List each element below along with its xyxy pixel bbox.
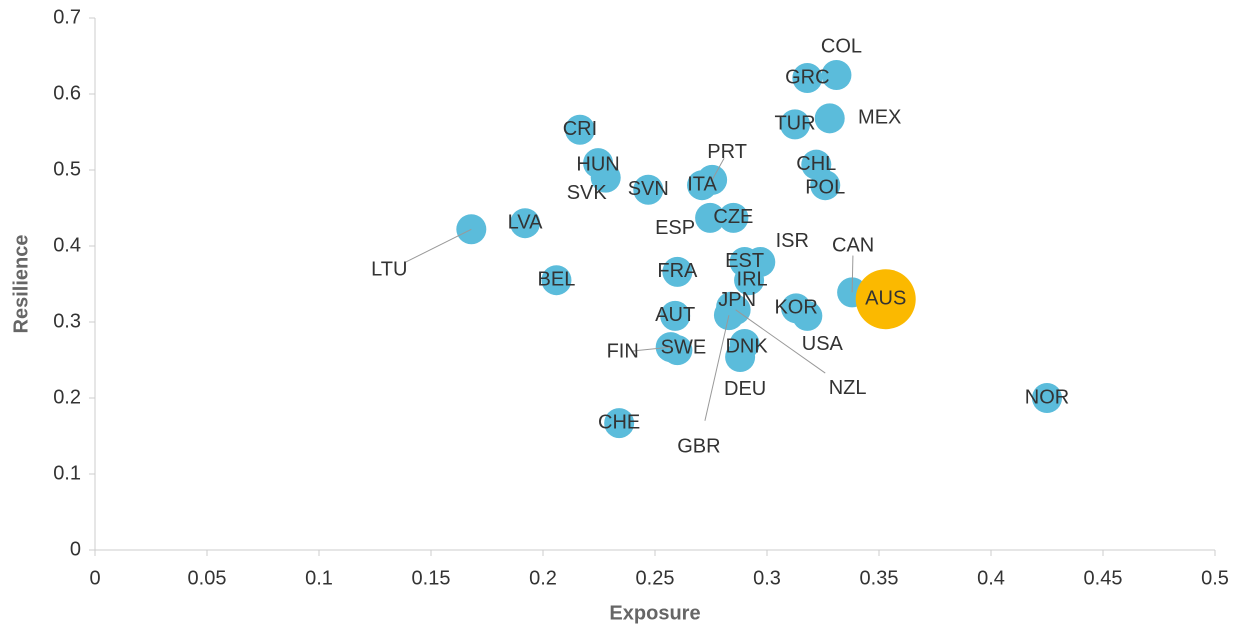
point-label: CHE xyxy=(598,411,640,433)
y-tick-label: 0.7 xyxy=(53,6,81,28)
point-label: FRA xyxy=(657,260,698,282)
point-label: EST xyxy=(725,250,764,272)
point xyxy=(695,202,726,233)
point-label: KOR xyxy=(774,297,817,319)
y-tick-label: 0.3 xyxy=(53,310,81,332)
point-label: LVA xyxy=(508,211,543,233)
point xyxy=(718,202,749,233)
point-label: DNK xyxy=(725,335,768,357)
point-label: POL xyxy=(805,176,845,198)
point-label: AUT xyxy=(655,304,695,326)
point-label: PRT xyxy=(707,141,747,163)
point-label: SVN xyxy=(628,178,669,200)
y-tick-label: 0 xyxy=(70,538,81,560)
point xyxy=(590,162,621,193)
point xyxy=(510,208,541,239)
y-tick-label: 0.5 xyxy=(53,158,81,180)
leader-line xyxy=(405,228,472,263)
x-tick-label: 0.45 xyxy=(1084,567,1123,589)
x-tick-label: 0.5 xyxy=(1201,567,1229,589)
point-label: GRC xyxy=(785,66,829,88)
y-axis-title: Resilience xyxy=(10,235,32,334)
point-label: NZL xyxy=(829,377,867,399)
point-label: FIN xyxy=(607,340,639,362)
point-label: GBR xyxy=(677,435,720,457)
point-label: NOR xyxy=(1025,386,1069,408)
point-label: JPN xyxy=(718,289,756,311)
point-label: MEX xyxy=(858,107,901,129)
x-tick-label: 0.1 xyxy=(305,567,333,589)
leader-line xyxy=(704,315,730,421)
point xyxy=(660,300,691,331)
point xyxy=(821,60,852,90)
point xyxy=(1032,383,1062,413)
x-tick-label: 0.15 xyxy=(412,567,451,589)
x-tick-label: 0.4 xyxy=(977,567,1005,589)
point xyxy=(810,170,841,201)
leader-line xyxy=(711,158,725,181)
point xyxy=(855,269,916,330)
point xyxy=(564,114,595,145)
point-label: CRI xyxy=(563,118,597,140)
point xyxy=(604,408,635,439)
point xyxy=(687,170,718,201)
point-label: IRL xyxy=(737,268,768,290)
point-label: DEU xyxy=(724,378,766,400)
point xyxy=(814,103,845,134)
point-label: CAN xyxy=(832,235,874,257)
x-tick-label: 0.3 xyxy=(753,567,781,589)
point-label: BEL xyxy=(538,268,576,290)
point-label: ISR xyxy=(776,230,809,252)
point xyxy=(734,265,765,296)
leader-line xyxy=(632,346,671,352)
point-label: LTU xyxy=(371,259,407,281)
point xyxy=(633,174,664,205)
point-label: CZE xyxy=(713,206,753,228)
point xyxy=(725,341,756,372)
point-label: CHL xyxy=(796,153,836,175)
y-tick-label: 0.2 xyxy=(53,386,81,408)
x-axis-title: Exposure xyxy=(609,602,700,624)
point-label: USA xyxy=(802,333,844,355)
point xyxy=(792,63,823,94)
y-tick-label: 0.6 xyxy=(53,82,81,104)
point-label: ESP xyxy=(655,217,695,239)
point-label: SVK xyxy=(567,182,608,204)
point-label: TUR xyxy=(774,113,815,135)
point-label: HUN xyxy=(576,153,619,175)
point xyxy=(792,300,823,331)
x-tick-label: 0.25 xyxy=(636,567,675,589)
point xyxy=(541,265,572,296)
x-tick-label: 0.2 xyxy=(529,567,557,589)
leader-line xyxy=(851,255,854,293)
x-tick-label: 0.05 xyxy=(188,567,227,589)
point xyxy=(662,256,693,287)
x-tick-label: 0 xyxy=(89,567,100,589)
y-tick-label: 0.4 xyxy=(53,234,81,256)
point-label: ITA xyxy=(687,173,717,195)
point-label: AUS xyxy=(865,287,906,309)
point xyxy=(780,109,810,140)
point-label: COL xyxy=(821,35,862,57)
point-label: SWE xyxy=(661,336,707,358)
x-tick-label: 0.35 xyxy=(860,567,899,589)
y-tick-label: 0.1 xyxy=(53,462,81,484)
leader-line xyxy=(735,309,826,374)
